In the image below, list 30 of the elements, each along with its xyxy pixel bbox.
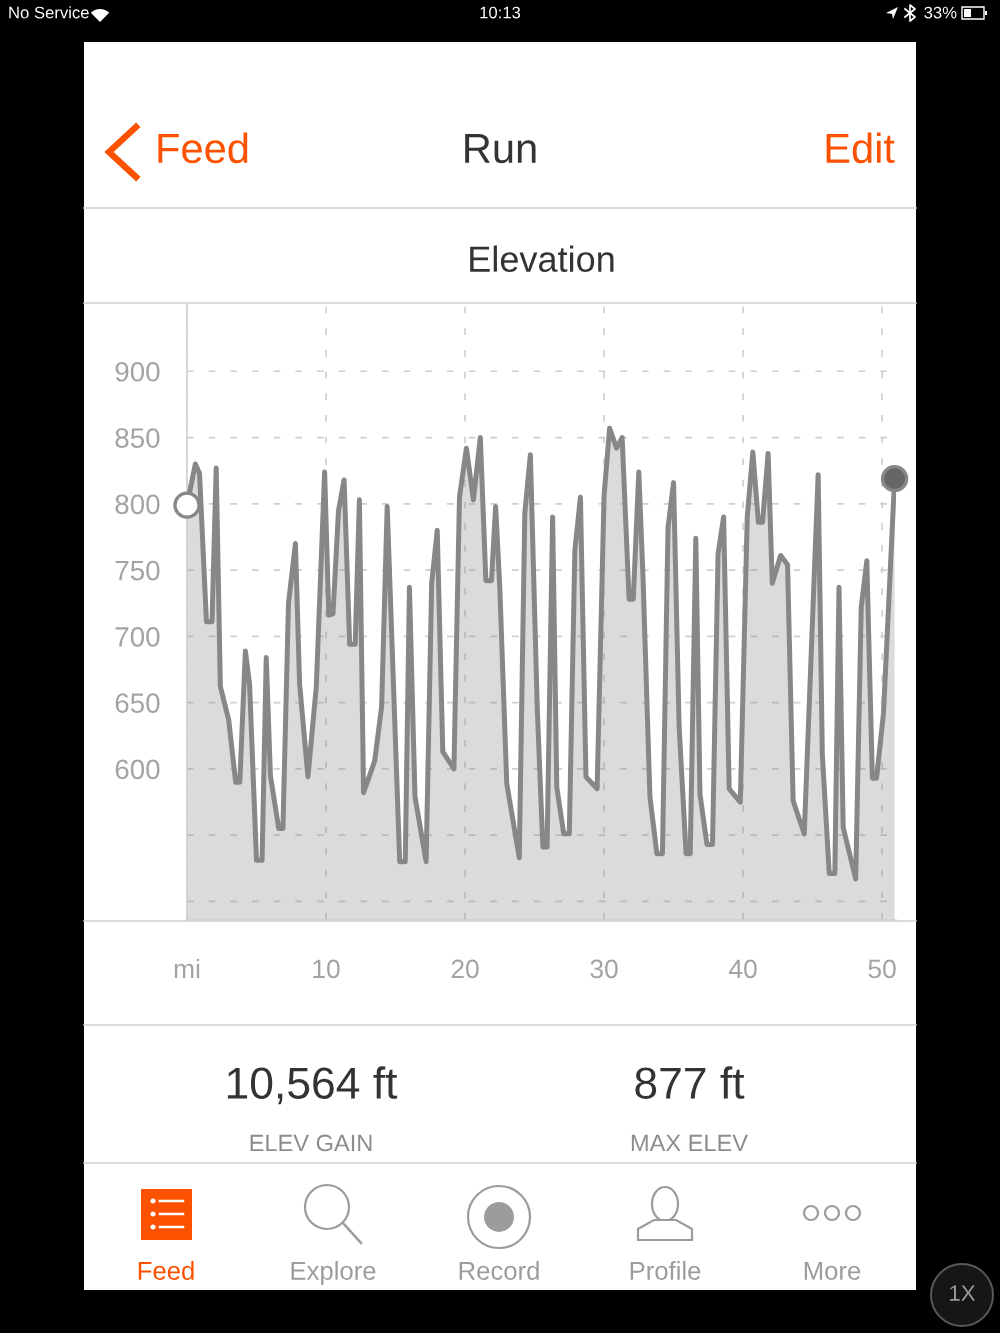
y-tick-label: 850 [115,428,160,448]
text: 877 ft [635,1066,745,1099]
y-tick-label: 750 [115,560,160,581]
text: ELEV GAIN [250,1134,372,1152]
text: Feed [138,1261,194,1280]
text: MAX ELEV [631,1134,748,1152]
text: 10,564 ft [227,1066,398,1105]
y-tick-label: 900 [115,361,160,382]
x-tick-label: 30 [590,959,618,979]
y-tick-label: 700 [115,627,160,647]
x-tick-label: 20 [451,959,479,979]
x-tick-label: 10 [313,959,340,979]
x-tick-label: mi [174,958,200,979]
x-tick-label: 40 [729,959,757,979]
text: Run [465,134,536,164]
text: 1X [950,1285,976,1301]
text: Feed [158,132,248,164]
y-tick-label: 600 [115,759,160,780]
text: No Service [9,6,89,19]
text: Record [459,1261,539,1280]
y-tick-label: 650 [115,693,160,713]
x-tick-label: 50 [868,959,896,979]
text: 33% [924,6,957,19]
text: 10:13 [480,6,521,19]
text: Profile [630,1261,701,1280]
chart-title: Elevation [470,245,614,273]
y-tick-label: 800 [115,494,160,515]
text: Explore [291,1261,376,1285]
text: More [804,1261,861,1280]
text: Edit [826,132,895,164]
